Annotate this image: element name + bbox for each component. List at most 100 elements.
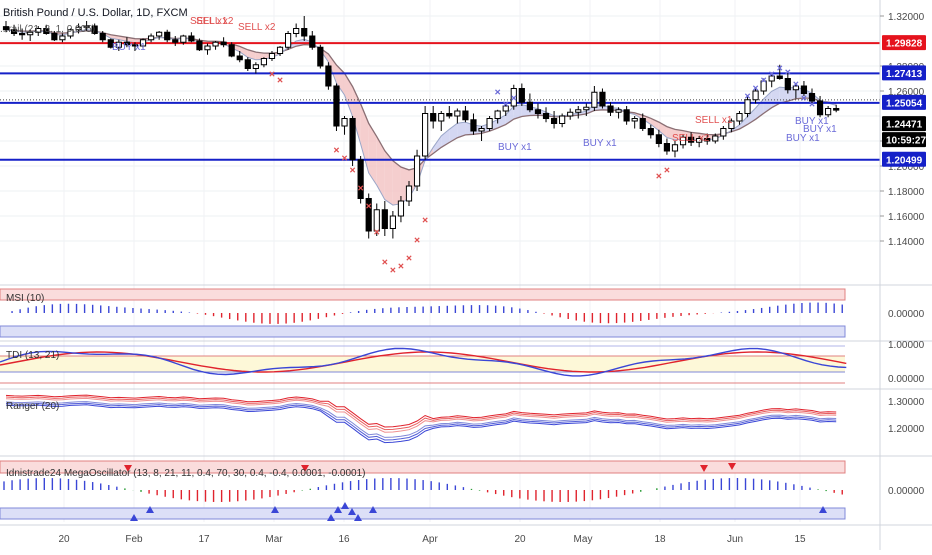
- cross-stroke: [277, 77, 283, 83]
- candle: [462, 106, 469, 123]
- signal-cross-marker: [414, 237, 420, 243]
- candle: [252, 62, 259, 74]
- tdi-tick-label: 1.00000: [888, 340, 925, 351]
- candle: [591, 86, 598, 111]
- price-tick-label: 1.18000: [888, 187, 925, 198]
- time-axis-label: Feb: [125, 534, 143, 545]
- candle-body: [10, 29, 18, 34]
- cross-stroke: [793, 81, 799, 87]
- candle-body: [454, 110, 461, 117]
- candle-body: [357, 159, 364, 199]
- candle-body: [679, 136, 687, 146]
- ma-cloud-segment: [739, 116, 748, 129]
- candle-body: [736, 113, 743, 122]
- candle-body: [397, 200, 405, 217]
- candle: [639, 113, 646, 131]
- candle: [260, 57, 268, 68]
- candle: [583, 103, 590, 116]
- candle-body: [438, 113, 445, 122]
- candle: [67, 28, 74, 39]
- ma-cloud-segment: [457, 122, 466, 138]
- tdi-pane-title: TDI (13, 21): [6, 350, 59, 361]
- candle-body: [139, 39, 147, 47]
- cross-stroke: [358, 185, 364, 191]
- candle-body: [752, 90, 759, 101]
- candle: [59, 33, 66, 43]
- candle: [349, 116, 356, 166]
- time-axis-label: Jun: [727, 534, 743, 545]
- candle-body: [550, 118, 558, 124]
- candle: [75, 23, 82, 34]
- candle: [107, 38, 114, 49]
- time-axis-label: 18: [654, 534, 666, 545]
- candle-body: [704, 138, 711, 142]
- signal-cross-marker: [390, 267, 396, 273]
- candle-body: [833, 108, 840, 111]
- candle-body: [607, 105, 614, 113]
- time-axis-label: 15: [794, 534, 806, 545]
- candle-body: [107, 39, 114, 48]
- candle: [446, 106, 453, 119]
- candle: [542, 107, 550, 123]
- mega-sell-triangle: [301, 465, 309, 472]
- candle-body: [333, 85, 340, 127]
- cross-stroke: [422, 217, 428, 223]
- cross-stroke: [382, 259, 388, 265]
- price-level-badge: [882, 65, 926, 81]
- candle: [494, 109, 501, 124]
- signal-cross-marker: [269, 71, 275, 77]
- signal-cross-marker: [349, 167, 356, 173]
- candle: [83, 21, 90, 31]
- candle-body: [389, 215, 396, 229]
- candle-body: [373, 209, 380, 232]
- cross-stroke: [664, 167, 670, 173]
- candle: [502, 103, 509, 116]
- ma-cloud-segment: [666, 126, 675, 140]
- candle: [35, 26, 42, 36]
- candle-body: [720, 128, 727, 137]
- candle: [486, 116, 493, 131]
- candle-body: [405, 185, 413, 202]
- mega-buy-triangle: [334, 506, 342, 513]
- candle-body: [236, 55, 243, 61]
- msi-tick-label: 0.00000: [888, 309, 925, 320]
- candle: [91, 23, 98, 35]
- ranger-tick-label: 1.30000: [888, 397, 925, 408]
- signal-cross-marker: [656, 173, 662, 179]
- candle-body: [768, 75, 775, 82]
- candle: [518, 83, 525, 106]
- ma-cloud-segment: [787, 87, 796, 102]
- candle-body: [293, 28, 300, 34]
- candle-body: [518, 88, 525, 103]
- candle: [720, 126, 727, 140]
- candle-body: [260, 58, 268, 66]
- candle: [760, 78, 767, 95]
- buy-signal-label: BUY x1: [795, 116, 829, 127]
- candle: [172, 36, 179, 46]
- price-level-badge: [882, 116, 926, 132]
- candle: [51, 31, 58, 41]
- tdi-rsi-line: [0, 347, 847, 377]
- candle: [212, 41, 219, 50]
- candle: [744, 96, 751, 118]
- candle: [623, 106, 630, 125]
- signal-cross-marker: [503, 101, 509, 107]
- candle: [204, 43, 211, 55]
- candle-body: [301, 28, 308, 37]
- time-axis-label: 17: [198, 534, 210, 545]
- candle-body: [164, 31, 171, 41]
- msi-lower-band: [0, 325, 846, 338]
- candle: [43, 24, 50, 35]
- mega-buy-triangle: [819, 506, 827, 513]
- candle-body: [502, 105, 509, 112]
- candle-body: [196, 40, 203, 51]
- candle-body: [228, 44, 235, 57]
- sell-signal-label: SELL x2: [238, 22, 276, 33]
- candle-body: [156, 31, 163, 37]
- signal-cross-marker: [761, 77, 767, 83]
- cross-stroke: [801, 95, 807, 101]
- candle: [236, 51, 243, 63]
- signal-cross-marker: [511, 95, 517, 101]
